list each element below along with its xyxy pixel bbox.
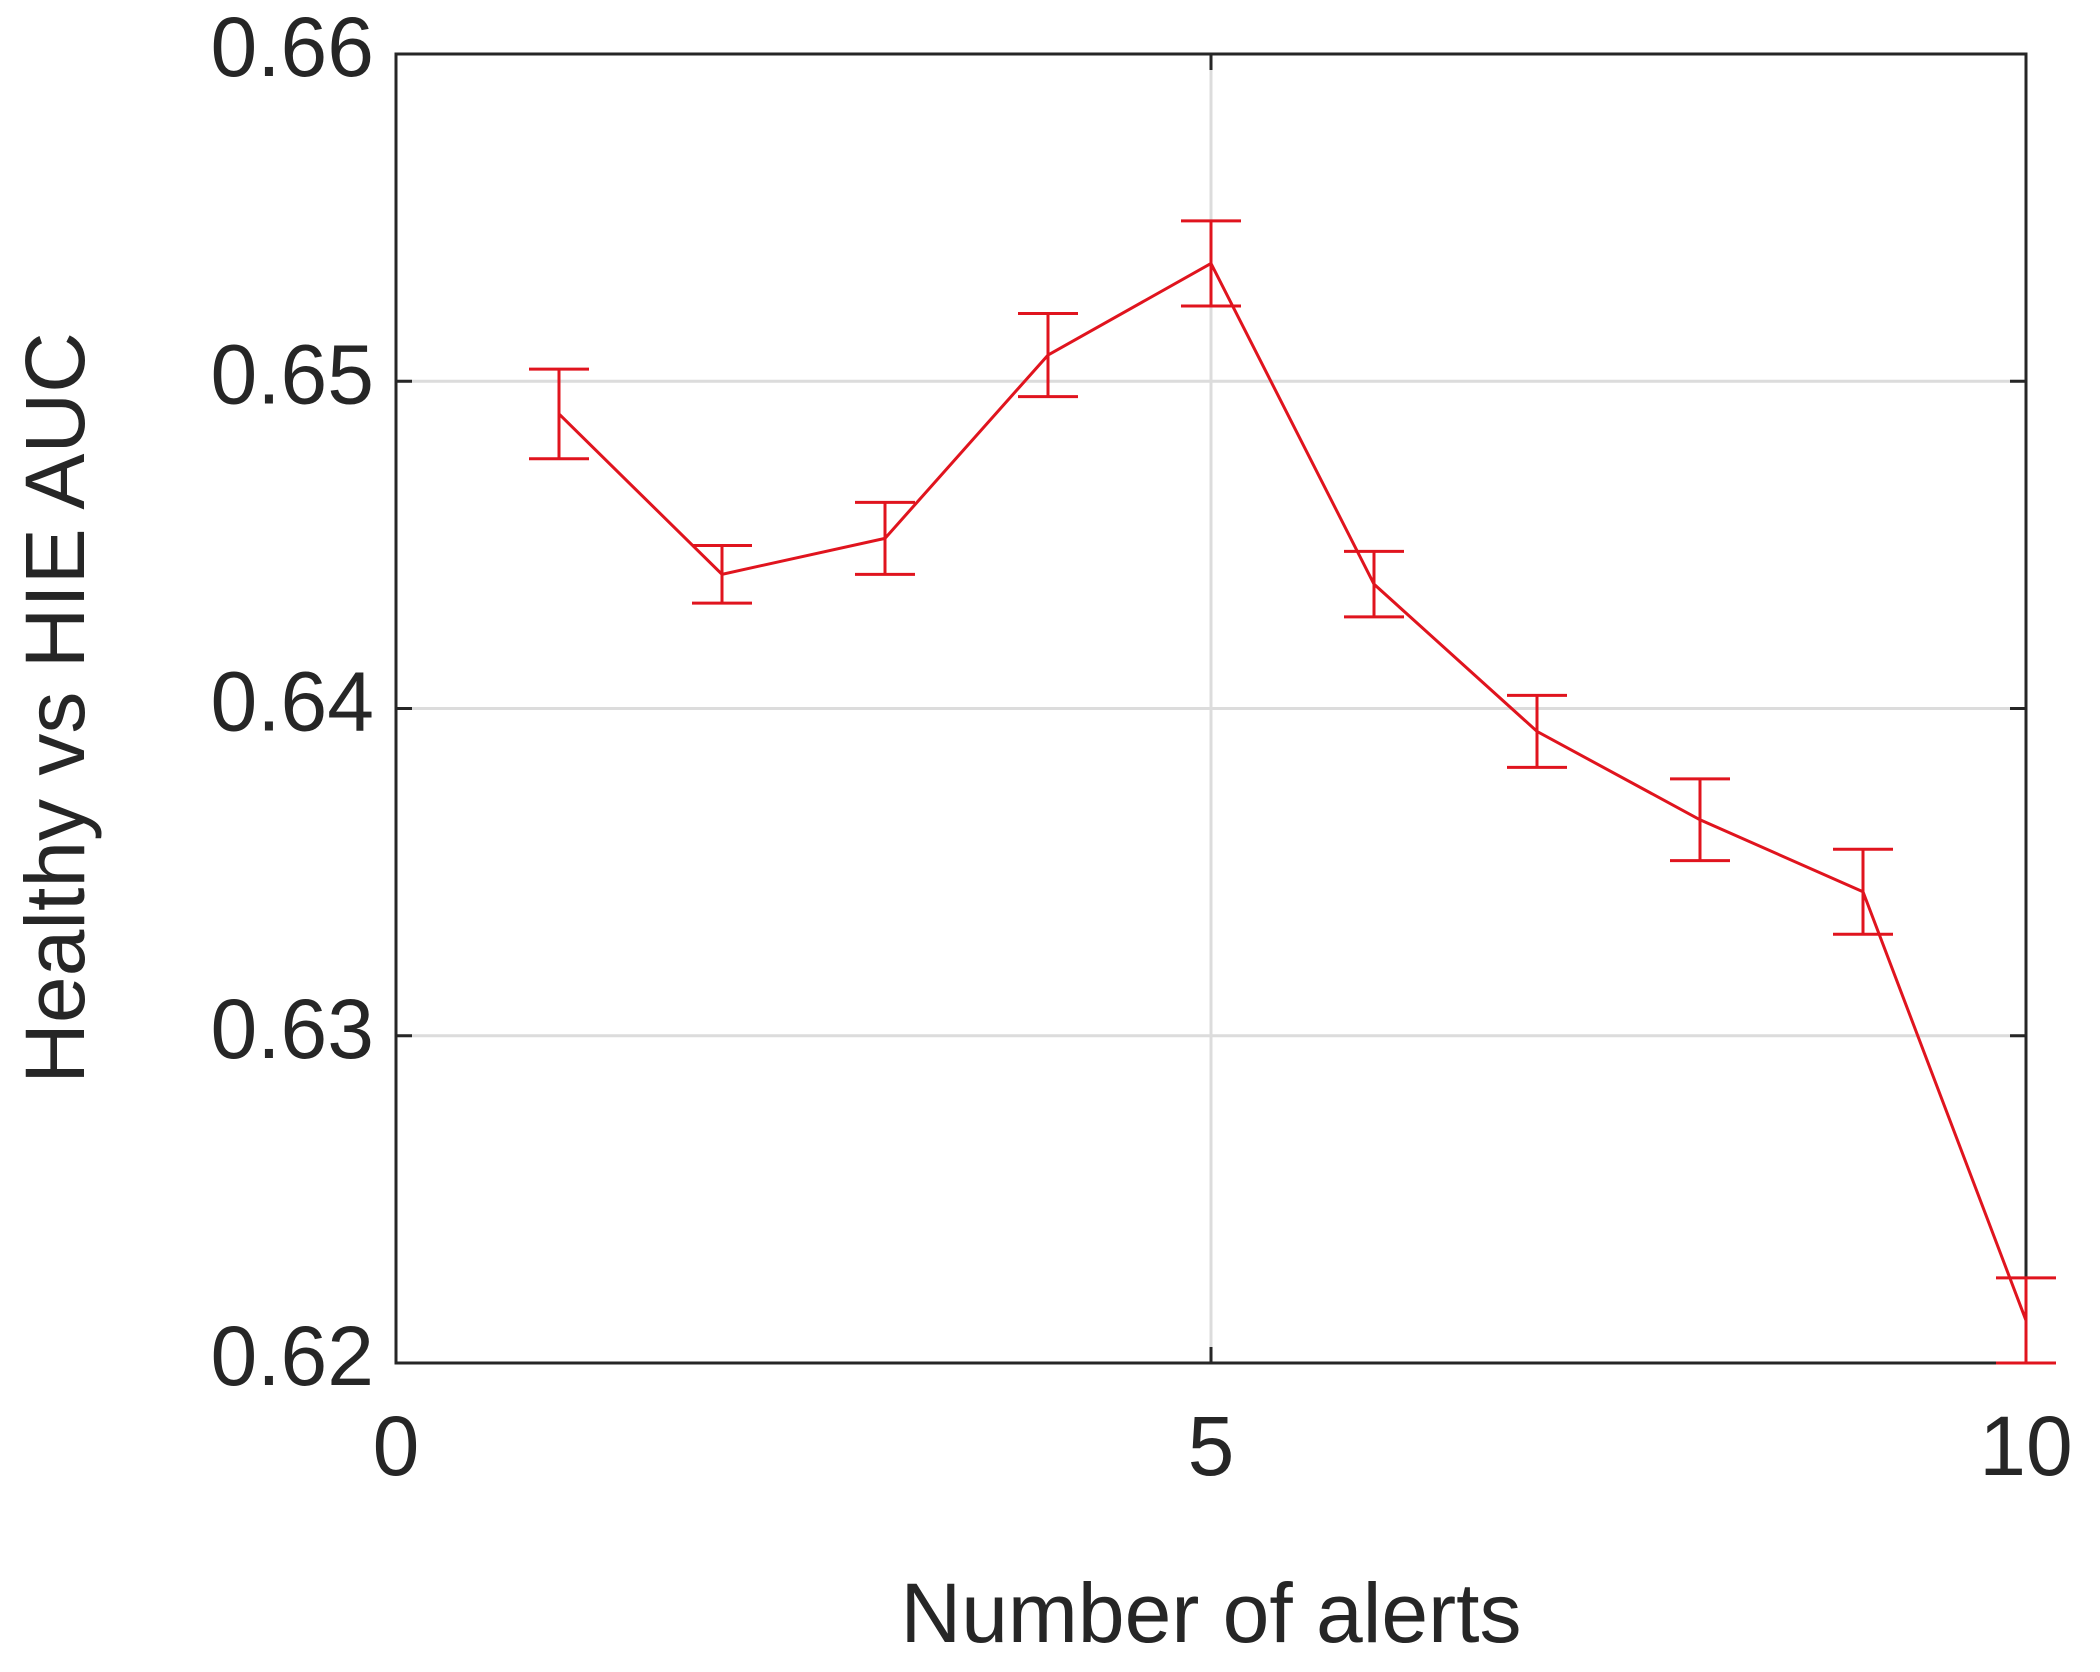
error-bar [1670,777,1730,863]
y-tick-label: 0.66 [211,0,375,94]
x-tick-label: 5 [1188,1399,1235,1493]
error-bar [529,367,589,461]
x-axis-label: Number of alerts [901,1566,1522,1660]
error-bar [1996,1276,2056,1365]
y-tick-label: 0.65 [211,327,375,421]
plot-frame [394,52,2028,1365]
x-tick-label: 0 [373,1399,420,1493]
y-tick-label: 0.64 [211,655,375,749]
y-tick-label: 0.63 [211,982,375,1076]
error-bar [692,544,752,605]
y-axis-label: Healthy vs HIE AUC [8,332,102,1084]
error-bar [1833,847,1893,936]
y-tick-label: 0.62 [211,1309,375,1403]
data-line [557,261,2028,1321]
error-bar [1018,312,1078,399]
error-bar [855,500,915,576]
error-bar [1344,549,1404,619]
x-tick-label: 10 [1979,1399,2072,1493]
error-bar [1181,219,1241,308]
error-bar [1507,693,1567,769]
